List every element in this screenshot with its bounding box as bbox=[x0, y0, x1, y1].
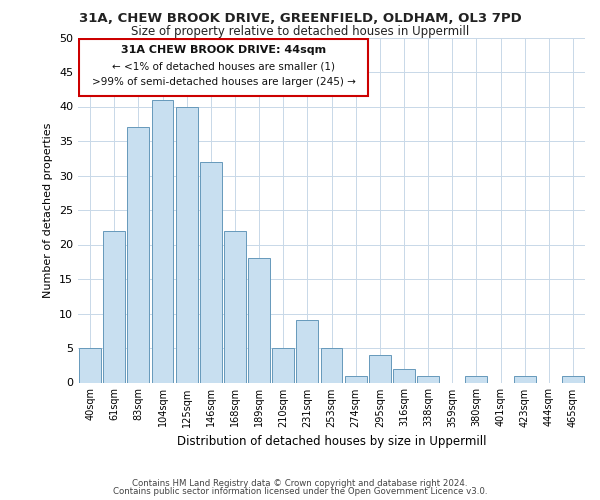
Text: Size of property relative to detached houses in Uppermill: Size of property relative to detached ho… bbox=[131, 25, 469, 38]
Bar bbox=[127, 127, 149, 382]
Bar bbox=[369, 355, 391, 382]
Text: 31A, CHEW BROOK DRIVE, GREENFIELD, OLDHAM, OL3 7PD: 31A, CHEW BROOK DRIVE, GREENFIELD, OLDHA… bbox=[79, 12, 521, 26]
Bar bbox=[224, 230, 246, 382]
Bar bbox=[320, 348, 343, 382]
Bar bbox=[562, 376, 584, 382]
Bar bbox=[417, 376, 439, 382]
Bar bbox=[272, 348, 294, 382]
Bar bbox=[393, 368, 415, 382]
Text: >99% of semi-detached houses are larger (245) →: >99% of semi-detached houses are larger … bbox=[92, 78, 355, 88]
Bar bbox=[345, 376, 367, 382]
Bar bbox=[103, 230, 125, 382]
Bar bbox=[200, 162, 221, 382]
X-axis label: Distribution of detached houses by size in Uppermill: Distribution of detached houses by size … bbox=[177, 435, 486, 448]
Bar bbox=[296, 320, 318, 382]
Text: 31A CHEW BROOK DRIVE: 44sqm: 31A CHEW BROOK DRIVE: 44sqm bbox=[121, 45, 326, 55]
Bar bbox=[152, 100, 173, 383]
Bar bbox=[79, 348, 101, 382]
Y-axis label: Number of detached properties: Number of detached properties bbox=[43, 122, 53, 298]
Text: Contains public sector information licensed under the Open Government Licence v3: Contains public sector information licen… bbox=[113, 487, 487, 496]
Text: Contains HM Land Registry data © Crown copyright and database right 2024.: Contains HM Land Registry data © Crown c… bbox=[132, 478, 468, 488]
Bar bbox=[176, 106, 197, 382]
Bar bbox=[248, 258, 270, 382]
Text: ← <1% of detached houses are smaller (1): ← <1% of detached houses are smaller (1) bbox=[112, 62, 335, 72]
FancyBboxPatch shape bbox=[79, 39, 368, 96]
Bar bbox=[466, 376, 487, 382]
Bar bbox=[514, 376, 536, 382]
